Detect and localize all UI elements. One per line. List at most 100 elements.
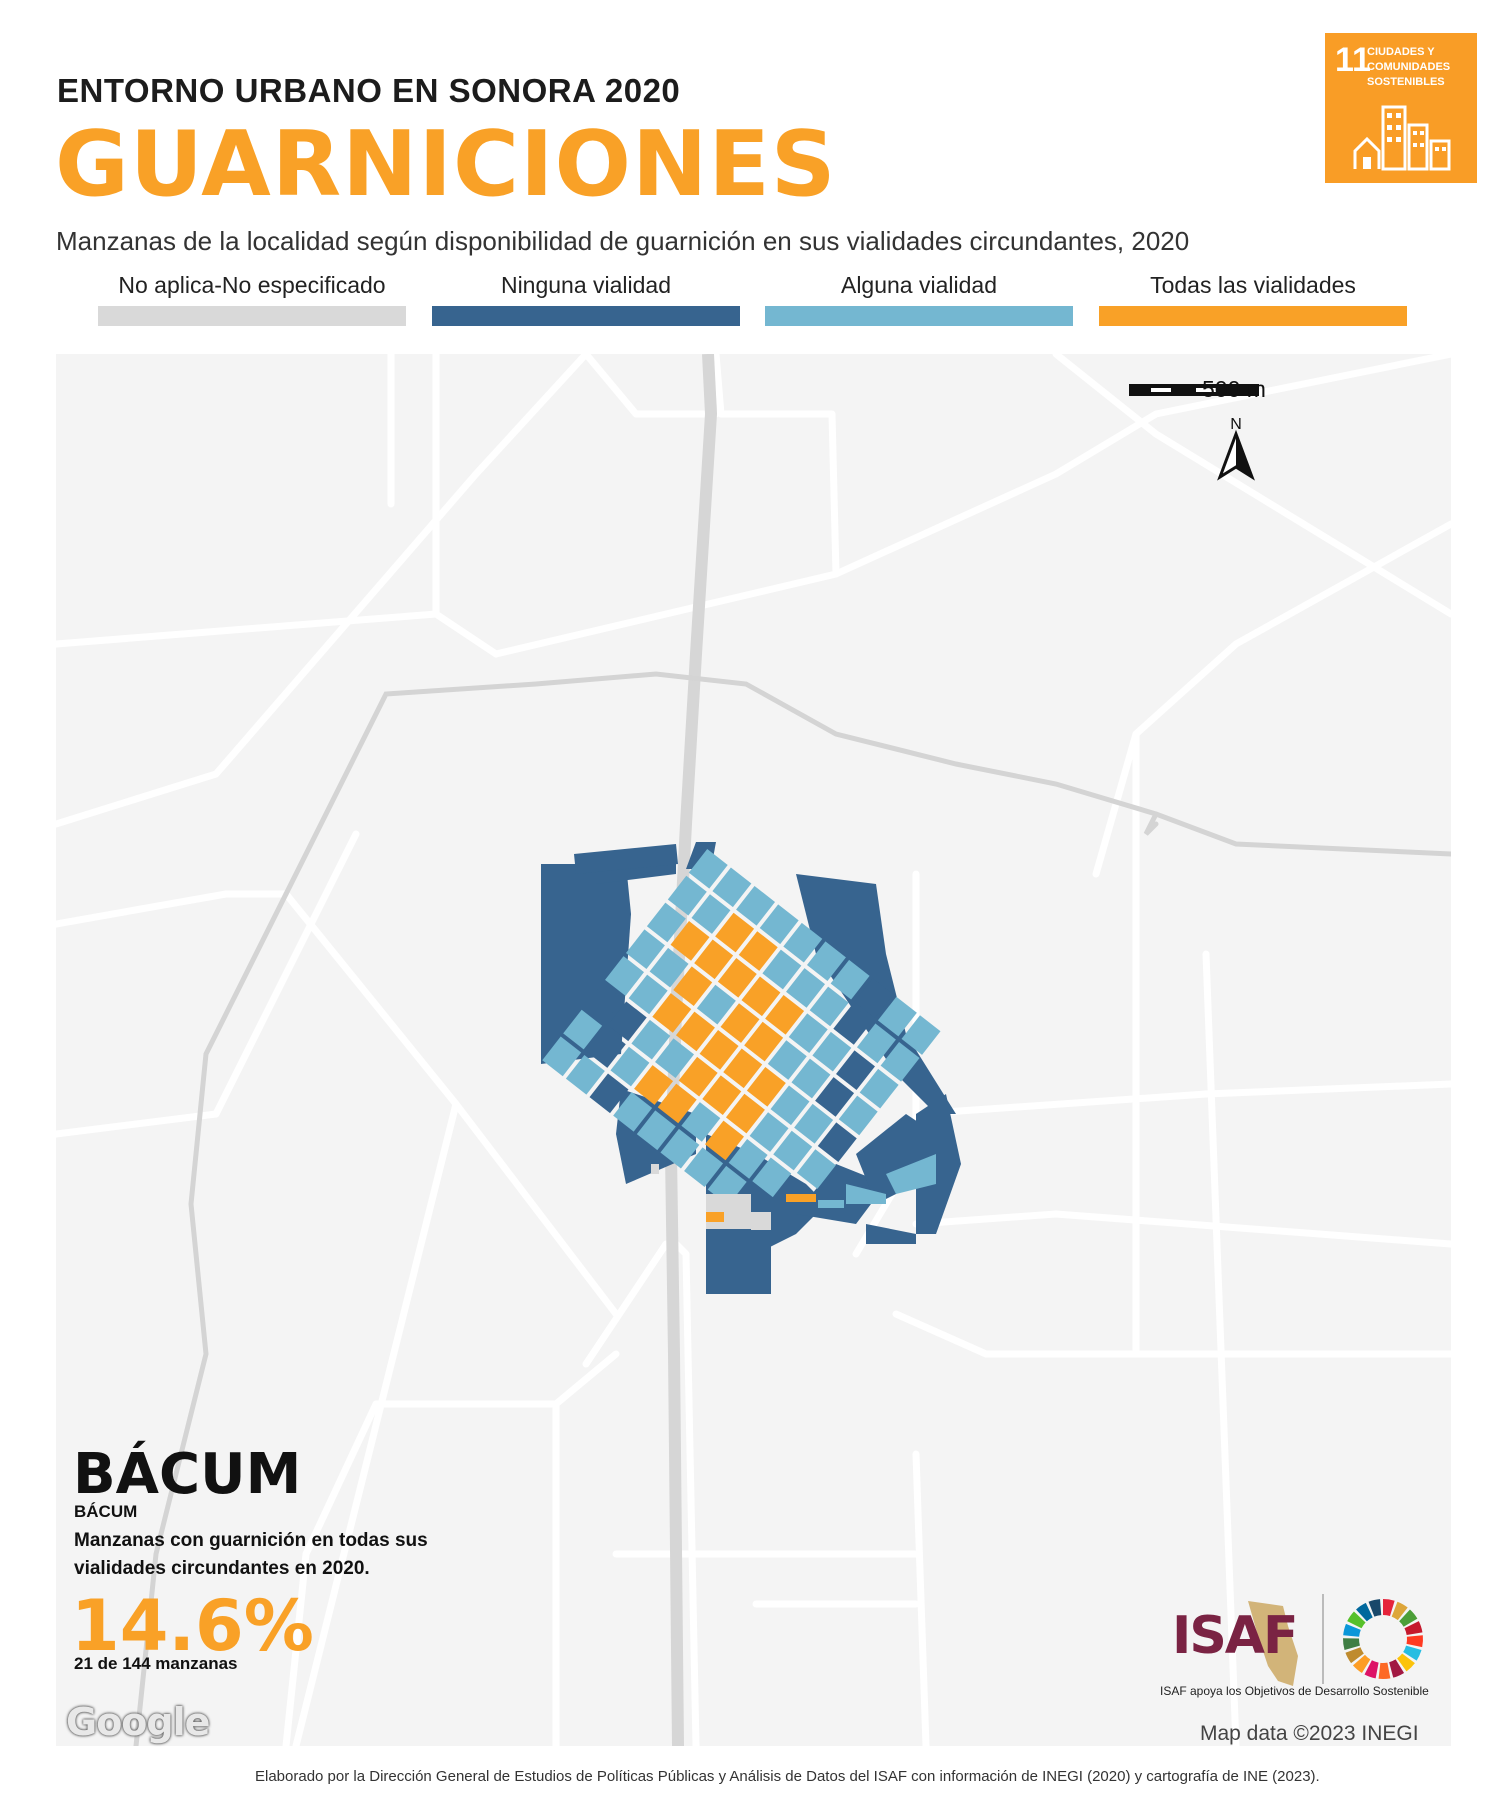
block [767, 1040, 807, 1080]
block [786, 968, 826, 1008]
block [628, 974, 668, 1015]
block [856, 1023, 896, 1064]
block [728, 1139, 768, 1179]
legend-item-no-aplica: No aplica-No especificado [98, 270, 406, 326]
sdg-label: CIUDADES Y COMUNIDADES SOSTENIBLES [1367, 46, 1451, 88]
block [542, 1036, 582, 1077]
block [815, 1077, 855, 1117]
block [788, 1013, 828, 1054]
block [655, 1038, 694, 1079]
legend-swatch [1099, 306, 1407, 326]
block [762, 949, 802, 990]
legend-label: No aplica-No especificado [118, 272, 386, 298]
map-attribution: Map data ©2023 INEGI [1200, 1722, 1419, 1745]
block [660, 1128, 700, 1169]
block [806, 941, 846, 982]
block [773, 1130, 813, 1171]
block [796, 1149, 836, 1189]
report-title: GUARNICIONES [55, 112, 837, 217]
block [631, 1019, 671, 1060]
block [765, 994, 805, 1035]
sdg-wheel-segment [1364, 1660, 1379, 1679]
sdg-wheel-segment [1343, 1623, 1361, 1637]
block [830, 959, 870, 1000]
sdg-wheel-segment [1391, 1601, 1408, 1621]
block [746, 1066, 786, 1107]
city-buildings-icon [1353, 105, 1451, 171]
block [688, 849, 728, 889]
block [684, 1147, 724, 1188]
block [610, 1046, 650, 1087]
sdg-wheel-segment [1389, 1659, 1405, 1678]
map-description: Manzanas de la localidad según disponibi… [56, 226, 1190, 256]
block [783, 922, 823, 963]
block [738, 931, 778, 971]
sonora-shape-icon [1248, 1601, 1298, 1686]
block [838, 1095, 878, 1136]
block [901, 1015, 941, 1055]
block [854, 978, 894, 1018]
north-label: N [1230, 416, 1242, 433]
block [809, 986, 849, 1027]
canal [133, 671, 1451, 1746]
block [715, 912, 755, 953]
map-canvas: N [56, 354, 1451, 1746]
block [696, 984, 736, 1025]
locality-percent: 14.6% [71, 1585, 314, 1667]
locality-map[interactable]: N [56, 354, 1451, 1746]
block [749, 1112, 789, 1152]
block [589, 1073, 629, 1114]
block [625, 929, 665, 970]
block [712, 867, 752, 908]
block [563, 1009, 603, 1050]
legend-label: Alguna vialidad [840, 272, 997, 298]
sdg-wheel-segment [1378, 1662, 1391, 1679]
block [723, 1048, 763, 1089]
sdg-wheel-segment [1383, 1599, 1395, 1617]
scale-label: 500 m [1202, 376, 1266, 402]
isaf-logo: ISAF [1168, 1596, 1308, 1696]
block [833, 1005, 873, 1045]
block [736, 885, 776, 926]
sdg-wheel-segment [1352, 1654, 1371, 1674]
credit-note: Elaborado por la Dirección General de Es… [255, 1768, 1320, 1785]
legend-swatch [98, 306, 406, 326]
block [652, 993, 692, 1033]
sdg-wheel-icon [1343, 1599, 1423, 1679]
legend-swatch [765, 306, 1073, 326]
locality-description: Manzanas con guarnición en todas sus via… [74, 1530, 428, 1579]
block [586, 1028, 626, 1068]
block [636, 1110, 676, 1151]
block [673, 966, 713, 1006]
block [699, 1030, 739, 1070]
block [752, 1157, 792, 1198]
sdg-wheel-segment [1399, 1609, 1418, 1627]
sdg-wheel-segment [1345, 1647, 1364, 1664]
block [678, 1056, 718, 1097]
block [702, 1075, 742, 1115]
block [877, 996, 917, 1037]
block [836, 1050, 875, 1090]
block-polygons [541, 842, 961, 1294]
block [759, 904, 799, 945]
google-logo: Google [66, 1700, 210, 1744]
block [681, 1102, 721, 1142]
block [812, 1031, 852, 1072]
block [717, 958, 757, 998]
block [694, 939, 734, 980]
north-arrow-icon: N [1217, 416, 1255, 481]
block [646, 902, 686, 943]
sdg-11-badge: 11 CIUDADES Y COMUNIDADES SOSTENIBLES [1325, 33, 1477, 183]
block [657, 1083, 697, 1124]
sdg-wheel-segment [1368, 1599, 1382, 1617]
block [880, 1042, 920, 1082]
block [584, 982, 624, 1023]
sdg-wheel-segment [1406, 1635, 1423, 1648]
locality-count: 21 de 144 manzanas [74, 1654, 238, 1673]
scale-bar [1129, 384, 1259, 396]
isaf-wordmark: ISAF [1172, 1606, 1299, 1666]
block [817, 1122, 857, 1163]
block [675, 1011, 715, 1052]
sdg-wheel-segment [1347, 1611, 1366, 1629]
sdg-wheel-segment [1404, 1621, 1423, 1636]
